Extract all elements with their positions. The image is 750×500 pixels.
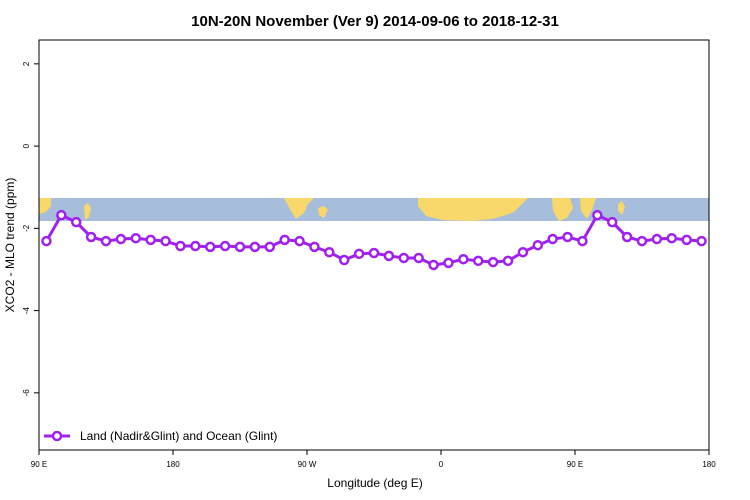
data-point: [338, 254, 350, 266]
y-tick-label: -4: [22, 306, 31, 314]
data-point: [666, 232, 678, 244]
x-tick-label: 90 W: [298, 460, 317, 469]
data-point: [636, 235, 648, 247]
data-point: [502, 255, 514, 267]
x-tick-label: 180: [702, 460, 716, 469]
data-point: [234, 241, 246, 253]
data-point: [413, 252, 424, 264]
data-point: [70, 216, 82, 228]
data-point: [85, 231, 97, 243]
data-point: [175, 240, 186, 252]
data-point: [517, 246, 529, 258]
chart-title: 10N-20N November (Ver 9) 2014-09-06 to 2…: [191, 13, 559, 30]
y-tick-label: -6: [22, 389, 31, 397]
data-point: [115, 233, 127, 245]
data-point: [592, 209, 603, 221]
data-point: [621, 231, 633, 243]
data-point: [145, 234, 156, 246]
x-tick-label: 90 E: [567, 460, 583, 469]
data-point: [353, 248, 365, 260]
data-point: [532, 239, 544, 251]
data-point: [383, 250, 395, 262]
data-point: [651, 233, 663, 245]
data-point: [428, 259, 439, 271]
data-point: [324, 246, 335, 258]
data-point: [249, 241, 261, 253]
data-point: [160, 235, 171, 247]
x-tick-label: 0: [439, 460, 444, 469]
data-point: [130, 232, 142, 244]
data-point: [56, 209, 67, 221]
x-axis-label: Longitude (deg E): [327, 476, 422, 490]
data-point: [264, 241, 276, 253]
legend-label: Land (Nadir&Glint) and Ocean (Glint): [80, 429, 277, 443]
plot-frame: [38, 39, 710, 451]
y-tick-label: -2: [22, 224, 31, 232]
y-axis-label: XCO2 - MLO trend (ppm): [3, 178, 17, 313]
data-point: [606, 216, 618, 228]
legend-marker: [51, 430, 63, 442]
data-point: [204, 241, 216, 253]
x-tick-label: 90 E: [31, 460, 47, 469]
data-point: [279, 234, 290, 246]
data-point: [219, 240, 231, 252]
x-tick-label: 180: [166, 460, 180, 469]
y-tick-label: 2: [22, 61, 31, 66]
data-point: [458, 253, 469, 265]
data-point: [681, 234, 692, 246]
map-strip: [39, 198, 709, 221]
data-point: [368, 247, 380, 259]
data-point: [547, 233, 558, 245]
data-point: [294, 235, 305, 247]
data-point: [309, 241, 320, 253]
data-point: [487, 256, 499, 268]
data-point: [443, 257, 454, 269]
y-tick-label: 0: [22, 143, 31, 148]
data-point: [472, 255, 484, 267]
data-point: [190, 240, 201, 252]
data-point: [398, 252, 410, 264]
data-point: [100, 235, 112, 247]
data-point: [562, 231, 573, 243]
data-point: [41, 235, 52, 247]
data-point: [577, 235, 588, 247]
data-point: [696, 235, 707, 247]
